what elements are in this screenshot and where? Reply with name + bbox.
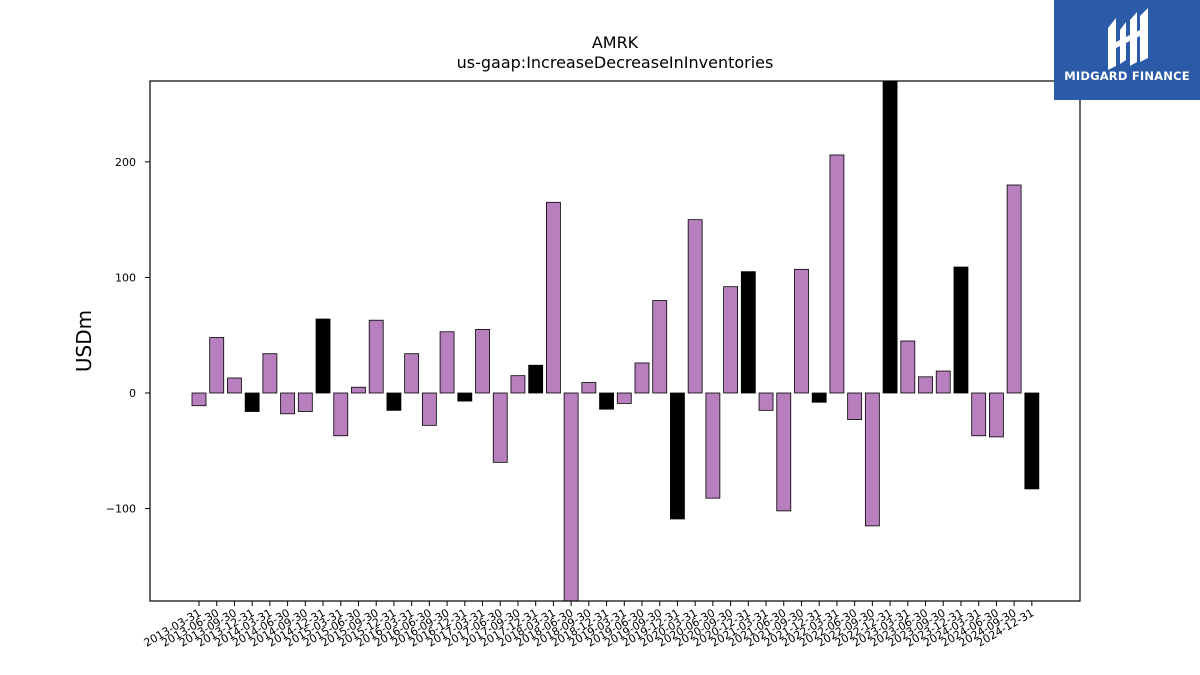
bar-2021-09-30 bbox=[794, 268, 809, 394]
brand-name: MIDGARD FINANCE bbox=[1064, 69, 1190, 83]
x-ticks: 2013-03-312013-06-302013-09-302013-12-31… bbox=[142, 601, 1036, 650]
bar-2020-03-31 bbox=[687, 219, 703, 394]
bar-2013-12-31 bbox=[244, 392, 260, 412]
bar-2016-09-30 bbox=[439, 331, 455, 394]
bar-2014-12-31 bbox=[315, 318, 331, 394]
bar-2017-09-30 bbox=[510, 375, 526, 394]
bar-2017-03-31 bbox=[475, 329, 490, 394]
bar-2018-06-30 bbox=[563, 392, 579, 602]
bar-2022-06-30 bbox=[847, 392, 863, 420]
bar-2021-03-31 bbox=[758, 392, 774, 411]
bar-2015-06-30 bbox=[351, 386, 366, 394]
bar-2023-09-30 bbox=[935, 370, 951, 394]
bar-2018-03-31 bbox=[546, 201, 561, 394]
bar-2015-09-30 bbox=[368, 319, 384, 394]
bar-2024-12-31 bbox=[1024, 392, 1040, 490]
bar-2021-06-30 bbox=[776, 392, 792, 512]
bar-2020-06-30 bbox=[705, 392, 721, 499]
bars-group bbox=[191, 80, 1040, 602]
bar-2021-12-31 bbox=[811, 392, 827, 403]
bar-2023-03-31 bbox=[900, 340, 916, 394]
bar-2023-06-30 bbox=[918, 376, 933, 394]
bar-2020-12-31 bbox=[740, 271, 756, 394]
bar-2013-03-31 bbox=[191, 392, 207, 407]
bar-2014-06-30 bbox=[280, 392, 296, 415]
bar-2013-09-30 bbox=[227, 377, 242, 394]
y-tick-label: −100 bbox=[106, 503, 136, 516]
bar-2022-03-31 bbox=[829, 154, 845, 394]
bar-2018-09-30 bbox=[581, 382, 597, 394]
bar-2015-03-31 bbox=[333, 392, 349, 437]
bar-2015-12-31 bbox=[386, 392, 402, 411]
bar-2023-12-31 bbox=[953, 266, 969, 394]
y-tick-label: 200 bbox=[115, 156, 136, 169]
midgard-logo-icon bbox=[1108, 8, 1148, 70]
y-axis-label: USDm bbox=[72, 310, 96, 372]
y-ticks: −100 0 100 200 bbox=[106, 156, 150, 516]
chart-title: AMRK bbox=[592, 33, 639, 52]
bar-2014-03-31 bbox=[262, 353, 278, 394]
plot-frame bbox=[149, 80, 1081, 602]
bar-2019-09-30 bbox=[652, 300, 668, 394]
bar-2017-12-31 bbox=[528, 364, 544, 394]
bar-2014-09-30 bbox=[297, 392, 313, 412]
y-tick-label: 0 bbox=[129, 387, 136, 400]
bar-2017-06-30 bbox=[492, 392, 508, 463]
y-tick-label: 100 bbox=[115, 271, 136, 284]
bar-2022-12-31 bbox=[882, 80, 898, 394]
bar-2019-06-30 bbox=[634, 362, 650, 394]
bar-2024-09-30 bbox=[1006, 184, 1022, 394]
bar-2024-03-31 bbox=[971, 392, 987, 437]
bar-2016-12-31 bbox=[457, 392, 473, 402]
bar-2013-06-30 bbox=[209, 337, 225, 394]
bar-2019-12-31 bbox=[670, 392, 685, 520]
bar-2022-09-30 bbox=[864, 392, 880, 527]
chart-subtitle: us-gaap:IncreaseDecreaseInInventories bbox=[457, 53, 774, 72]
bar-2016-03-31 bbox=[404, 353, 420, 394]
midgard-finance-logo: MIDGARD FINANCE bbox=[1054, 0, 1200, 100]
bar-2020-09-30 bbox=[723, 286, 738, 394]
bar-2024-06-30 bbox=[989, 392, 1004, 438]
bar-2019-03-31 bbox=[616, 392, 632, 404]
bar-2016-06-30 bbox=[421, 392, 437, 426]
bar-2018-12-31 bbox=[599, 392, 614, 410]
